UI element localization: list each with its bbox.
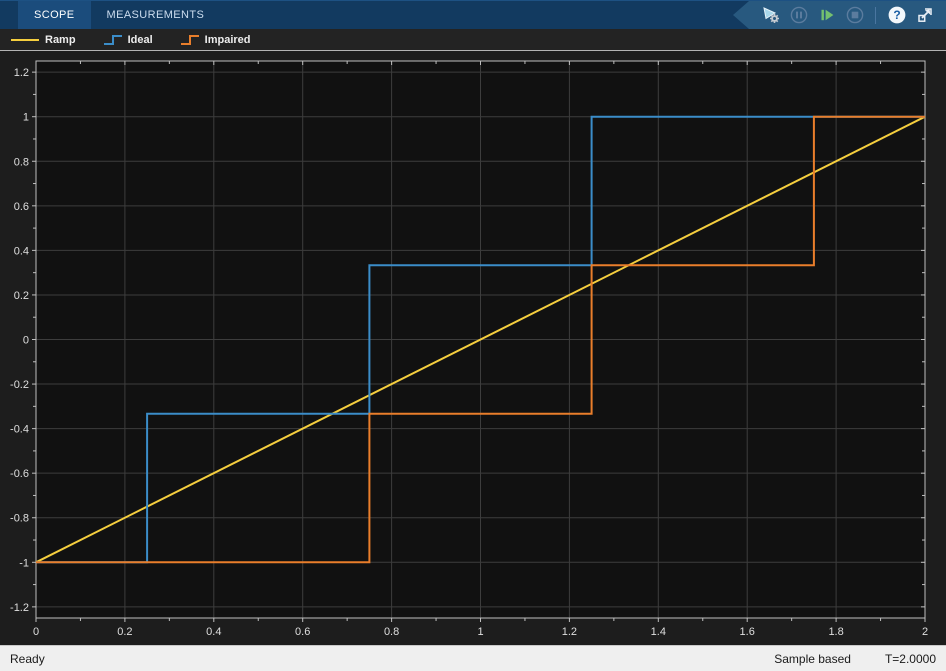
status-ready-text: Ready (10, 651, 45, 666)
dock-arrow-icon (917, 8, 932, 22)
scope-chart: 0 0.2 0.4 0.6 0.8 1 1.2 1.4 1.6 1.8 2 -1.2 -1 -0.8 -0.… (10, 60, 928, 638)
svg-text:0.4: 0.4 (14, 245, 29, 257)
svg-text:-0.4: -0.4 (10, 424, 29, 436)
tab-scope[interactable]: SCOPE (18, 1, 91, 29)
svg-text:0.2: 0.2 (117, 626, 132, 638)
run-with-settings-button[interactable] (759, 4, 782, 27)
svg-text:1.2: 1.2 (14, 67, 29, 79)
legend-item-ideal[interactable]: Ideal (103, 34, 153, 46)
legend-swatch-step (103, 34, 122, 45)
step-forward-button[interactable] (815, 4, 838, 27)
series-ideal (36, 115, 925, 564)
help-button[interactable]: ? (885, 4, 908, 27)
svg-text:?: ? (893, 8, 900, 22)
pause-icon (790, 6, 807, 24)
status-bar: Ready Sample based T=2.0000 (0, 645, 946, 671)
svg-text:1.4: 1.4 (651, 626, 666, 638)
y-tick-labels: -1.2 -1 -0.8 -0.6 -0.4 -0.2 0 0.2 0.4 0.6 0.8 1 1.2 (10, 67, 29, 614)
svg-text:-0.8: -0.8 (10, 513, 29, 525)
pause-button (787, 4, 810, 27)
dock-button[interactable] (913, 4, 936, 27)
legend-bar: Ramp Ideal Impaired (0, 29, 946, 51)
svg-text:0.6: 0.6 (14, 201, 29, 213)
svg-text:0.8: 0.8 (384, 626, 399, 638)
legend-label: Ramp (45, 33, 76, 46)
x-tick-labels: 0 0.2 0.4 0.6 0.8 1 1.2 1.4 1.6 1.8 2 (33, 626, 928, 638)
plot-region[interactable]: 0 0.2 0.4 0.6 0.8 1 1.2 1.4 1.6 1.8 2 -1.2 -1 -0.8 -0.… (0, 51, 946, 645)
svg-text:0: 0 (33, 626, 39, 638)
svg-text:-0.6: -0.6 (10, 468, 29, 480)
toolbar-divider (875, 6, 876, 24)
stop-icon (846, 6, 863, 24)
svg-text:0.6: 0.6 (295, 626, 310, 638)
play-gear-icon (762, 7, 779, 23)
svg-text:1: 1 (477, 626, 483, 638)
axes-border (35, 60, 926, 619)
legend-swatch-step (180, 34, 199, 45)
grid-lines (36, 61, 925, 618)
legend-item-ramp[interactable]: Ramp (10, 34, 76, 46)
svg-text:-0.2: -0.2 (10, 379, 29, 391)
legend-label: Ideal (127, 33, 153, 46)
question-icon: ? (888, 6, 905, 24)
svg-text:1.6: 1.6 (740, 626, 755, 638)
status-sim-time: T=2.0000 (884, 651, 936, 666)
tab-measurements[interactable]: MEASUREMENTS (106, 9, 205, 21)
svg-text:1: 1 (23, 112, 29, 124)
svg-text:1.2: 1.2 (562, 626, 577, 638)
svg-text:-1.2: -1.2 (10, 602, 29, 614)
legend-swatch-line (11, 38, 39, 41)
legend-item-impaired[interactable]: Impaired (180, 34, 251, 46)
series-ramp (35, 115, 926, 564)
svg-text:0.2: 0.2 (14, 290, 29, 302)
tab-bar: SCOPE MEASUREMENTS (18, 1, 220, 29)
legend-label: Impaired (204, 33, 251, 46)
stop-button (843, 4, 866, 27)
status-sample-mode: Sample based (774, 651, 851, 666)
svg-text:1.8: 1.8 (828, 626, 843, 638)
playback-controls-panel: ? (733, 1, 946, 29)
series-impaired (36, 115, 925, 564)
svg-text:-1: -1 (19, 557, 29, 569)
svg-text:0.4: 0.4 (206, 626, 221, 638)
step-forward-icon (821, 9, 833, 21)
svg-text:2: 2 (922, 626, 928, 638)
svg-text:0.8: 0.8 (14, 156, 29, 168)
svg-text:0: 0 (23, 335, 29, 347)
status-right-group: Sample based T=2.0000 (774, 652, 936, 666)
toolstrip: SCOPE MEASUREMENTS ? (0, 0, 946, 29)
